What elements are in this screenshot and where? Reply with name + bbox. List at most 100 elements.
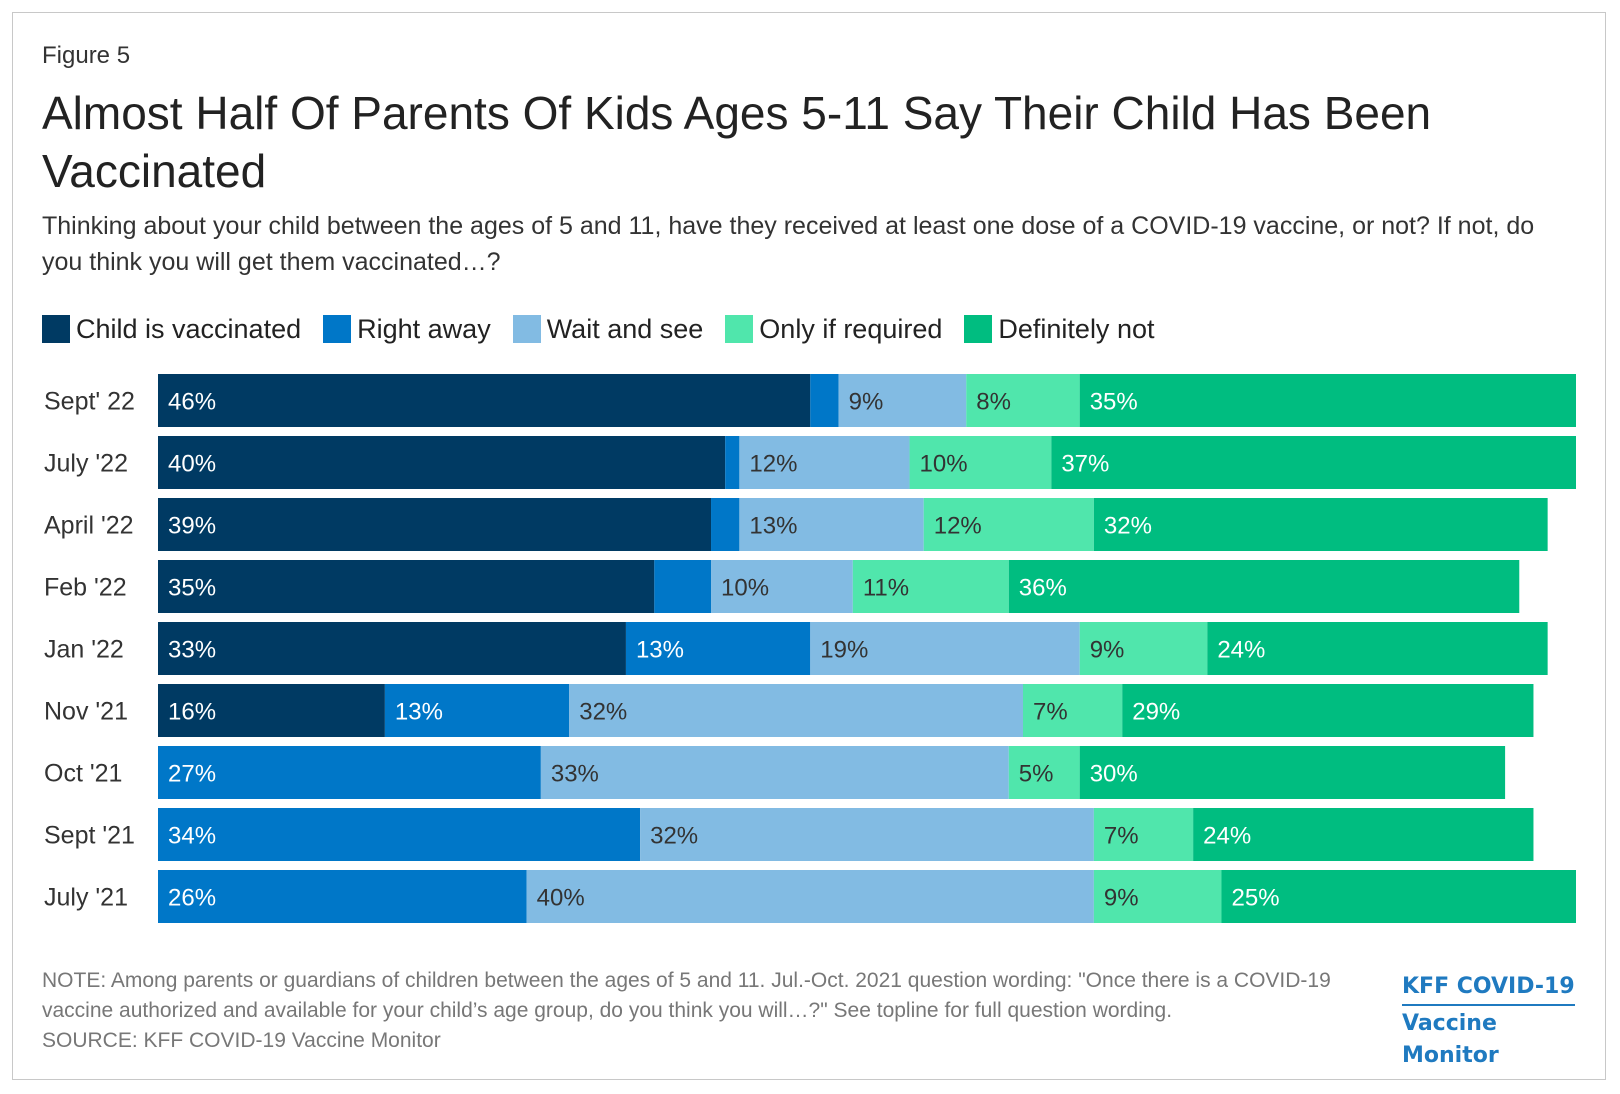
source-text: SOURCE: KFF COVID-19 Vaccine Monitor — [42, 1029, 441, 1052]
data-label: 9% — [1104, 885, 1139, 912]
data-label: 11% — [863, 575, 909, 602]
legend-item: Child is vaccinated — [42, 314, 301, 345]
bar-segment — [1051, 436, 1576, 489]
data-label: 9% — [1090, 637, 1125, 664]
footnote: NOTE: Among parents or guardians of chil… — [42, 966, 1382, 1056]
bar-segment — [158, 684, 385, 737]
data-label: 13% — [636, 637, 684, 664]
data-label: 12% — [749, 451, 797, 478]
legend-swatch — [42, 315, 70, 343]
bar-segment — [540, 746, 1009, 799]
data-label: 9% — [849, 389, 884, 416]
legend-swatch — [512, 315, 541, 343]
data-label: 16% — [168, 699, 216, 726]
category-label: Sept '21 — [44, 822, 135, 850]
bar-segment — [711, 498, 740, 551]
bar-segment — [1093, 870, 1222, 923]
data-label: 24% — [1203, 823, 1251, 850]
kff-logo: KFF COVID-19 Vaccine Monitor — [1402, 972, 1577, 1072]
data-label: 27% — [168, 761, 216, 788]
category-label: Sept' 22 — [44, 388, 135, 416]
data-label: 12% — [934, 513, 982, 540]
data-label: 24% — [1217, 637, 1265, 664]
bar-segment — [158, 436, 726, 489]
data-label: 40% — [168, 451, 216, 478]
bar-segment — [966, 374, 1080, 427]
bar-segment — [654, 560, 712, 613]
legend-swatch — [964, 315, 993, 343]
bar-segment — [810, 622, 1080, 675]
bar-segment — [158, 746, 541, 799]
bar-segment — [1022, 684, 1123, 737]
bar-segment — [739, 436, 910, 489]
logo-line-1: KFF COVID-19 — [1402, 972, 1575, 1006]
legend-item: Wait and see — [512, 313, 704, 345]
data-label: 32% — [1104, 513, 1152, 540]
legend: Child is vaccinated Right away Wait and se… — [42, 313, 1176, 345]
bar-segment — [158, 498, 712, 551]
data-label: 13% — [749, 513, 797, 540]
bar-segment — [1008, 560, 1520, 613]
data-label: 7% — [1033, 699, 1068, 726]
legend-item: Right away — [323, 314, 491, 345]
bar-segment — [725, 436, 740, 489]
bar-segment — [1122, 684, 1534, 737]
category-label: April '22 — [44, 512, 134, 540]
bar-segment — [711, 560, 853, 613]
bar-segment — [810, 374, 839, 427]
data-label: 36% — [1019, 575, 1067, 602]
category-label: Jan '22 — [44, 636, 124, 664]
bar-segment — [1079, 746, 1506, 799]
data-label: 30% — [1090, 761, 1138, 788]
bar-segment — [1008, 746, 1080, 799]
data-label: 40% — [537, 885, 585, 912]
category-label: July '22 — [44, 450, 128, 478]
bar-segment — [526, 870, 1094, 923]
bar-segment — [158, 560, 655, 613]
data-label: 34% — [168, 823, 216, 850]
bar-segment — [158, 374, 811, 427]
data-label: 25% — [1232, 885, 1280, 912]
data-label: 8% — [976, 389, 1011, 416]
legend-label: Child is vaccinated — [76, 313, 302, 344]
bar-segment — [739, 498, 924, 551]
bar-segment — [625, 622, 811, 675]
bar-segment — [158, 622, 626, 675]
data-label: 33% — [168, 637, 216, 664]
legend-label: Right away — [357, 313, 491, 344]
data-label: 46% — [168, 389, 216, 416]
data-label: 19% — [820, 637, 868, 664]
bar-segment — [384, 684, 570, 737]
bar-segment — [1079, 374, 1576, 427]
bar-segment — [838, 374, 967, 427]
data-label: 7% — [1104, 823, 1139, 850]
data-label: 32% — [579, 699, 627, 726]
bar-segment — [909, 436, 1052, 489]
data-label: 10% — [721, 575, 769, 602]
legend-label: Definitely not — [998, 313, 1155, 344]
data-label: 37% — [1061, 451, 1109, 478]
bar-segment — [1093, 808, 1194, 861]
category-label: July '21 — [44, 884, 128, 912]
legend-item: Definitely not — [964, 314, 1154, 345]
chart-subtitle: Thinking about your child between the ag… — [42, 212, 1535, 276]
bar-segment — [1207, 622, 1548, 675]
legend-label: Only if required — [759, 313, 943, 344]
legend-label: Wait and see — [546, 313, 704, 344]
category-label: Nov '21 — [44, 698, 128, 726]
data-label: 33% — [551, 761, 599, 788]
legend-swatch — [725, 315, 754, 343]
bar-segment — [1193, 808, 1534, 861]
logo-line-2: Vaccine Monitor — [1402, 1011, 1499, 1068]
data-label: 10% — [920, 451, 968, 478]
data-label: 13% — [395, 699, 443, 726]
category-label: Feb '22 — [44, 574, 127, 602]
bar-segment — [640, 808, 1094, 861]
legend-swatch — [323, 315, 352, 343]
bar-segment — [569, 684, 1023, 737]
bar-segment — [852, 560, 1009, 613]
data-label: 5% — [1019, 761, 1054, 788]
data-label: 26% — [168, 885, 216, 912]
category-label: Oct '21 — [44, 760, 122, 788]
